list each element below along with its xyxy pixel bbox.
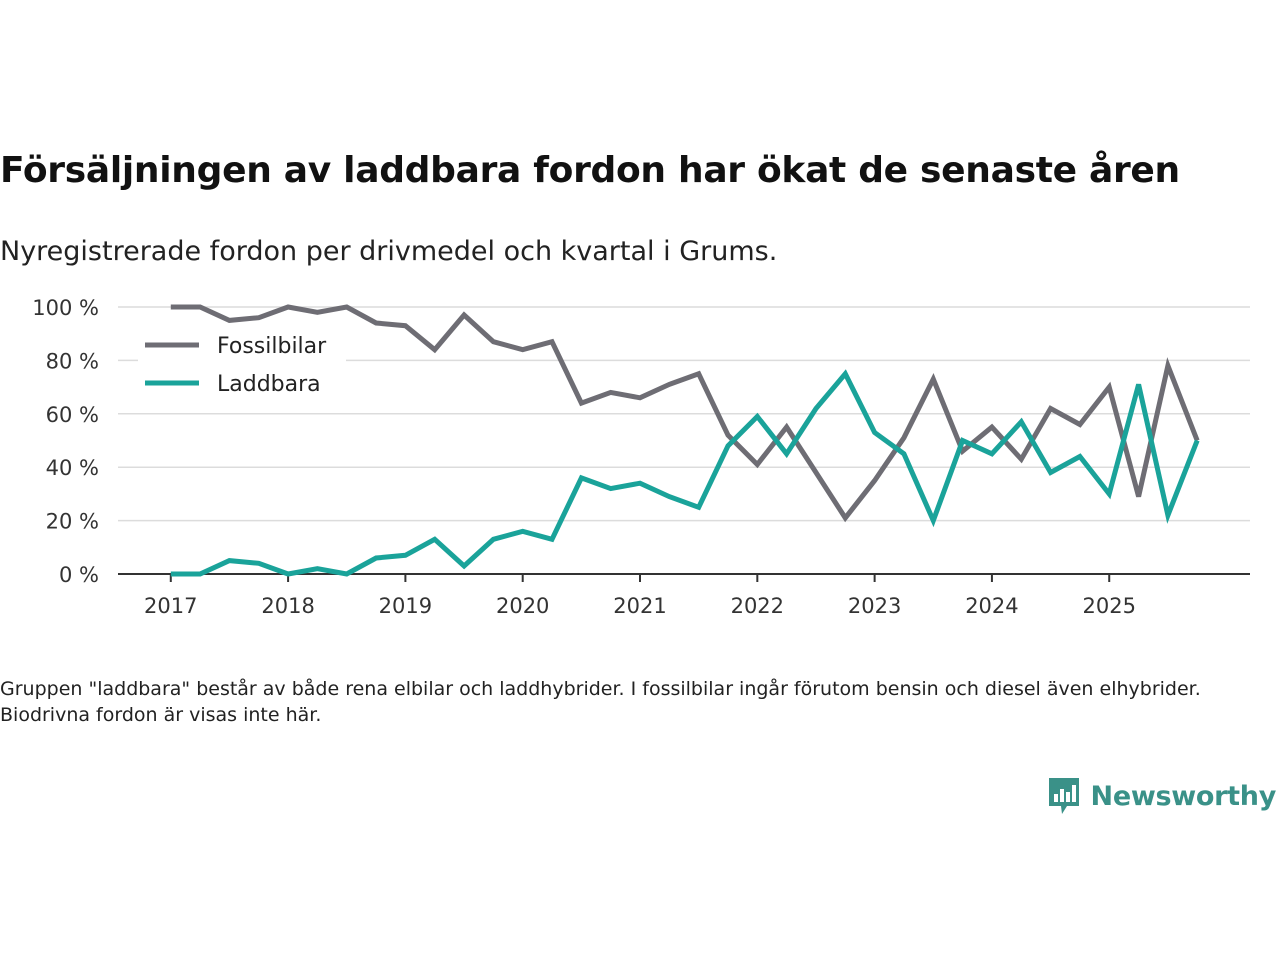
y-tick-label: 100 % [32,296,99,320]
legend-background [138,326,346,404]
brand-logo: Newsworthy [1047,776,1276,816]
legend-label-laddbara: Laddbara [217,372,321,397]
x-tick-label: 2024 [965,594,1018,618]
line-chart: 0 % 20 % 40 % 60 % 80 % 100 % 2017 2018 2019 2020… [32,296,1250,618]
y-tick-label: 80 % [46,349,99,373]
series-line-fossilbilar [170,304,1200,523]
footnote: Gruppen "laddbara" består av både rena e… [0,678,1201,726]
x-tick-label: 2018 [261,594,314,618]
x-tick-label: 2025 [1083,594,1136,618]
axes: 0 % 20 % 40 % 60 % 80 % 100 % 2017 2018 2019 2020… [32,296,1250,618]
y-tick-label: 20 % [46,510,99,534]
y-tick-label: 60 % [46,403,99,427]
series-lines [170,304,1200,577]
legend: Fossilbilar Laddbara [138,326,346,404]
series-line-laddbara [170,369,1200,577]
x-tick-label: 2017 [144,594,197,618]
x-tick-label: 2020 [496,594,549,618]
newsworthy-logo-icon [1048,778,1079,814]
x-tick-label: 2022 [731,594,784,618]
brand-name: Newsworthy [1090,780,1277,812]
x-tick-label: 2021 [613,594,666,618]
y-tick-label: 40 % [46,456,99,480]
x-tick-label: 2023 [848,594,901,618]
y-tick-label: 0 % [59,563,99,587]
chart-subtitle: Nyregistrerade fordon per drivmedel och … [0,236,778,267]
chart-title: Försäljningen av laddbara fordon har öka… [0,150,1180,191]
legend-label-fossilbilar: Fossilbilar [217,334,327,359]
x-tick-label: 2019 [379,594,432,618]
